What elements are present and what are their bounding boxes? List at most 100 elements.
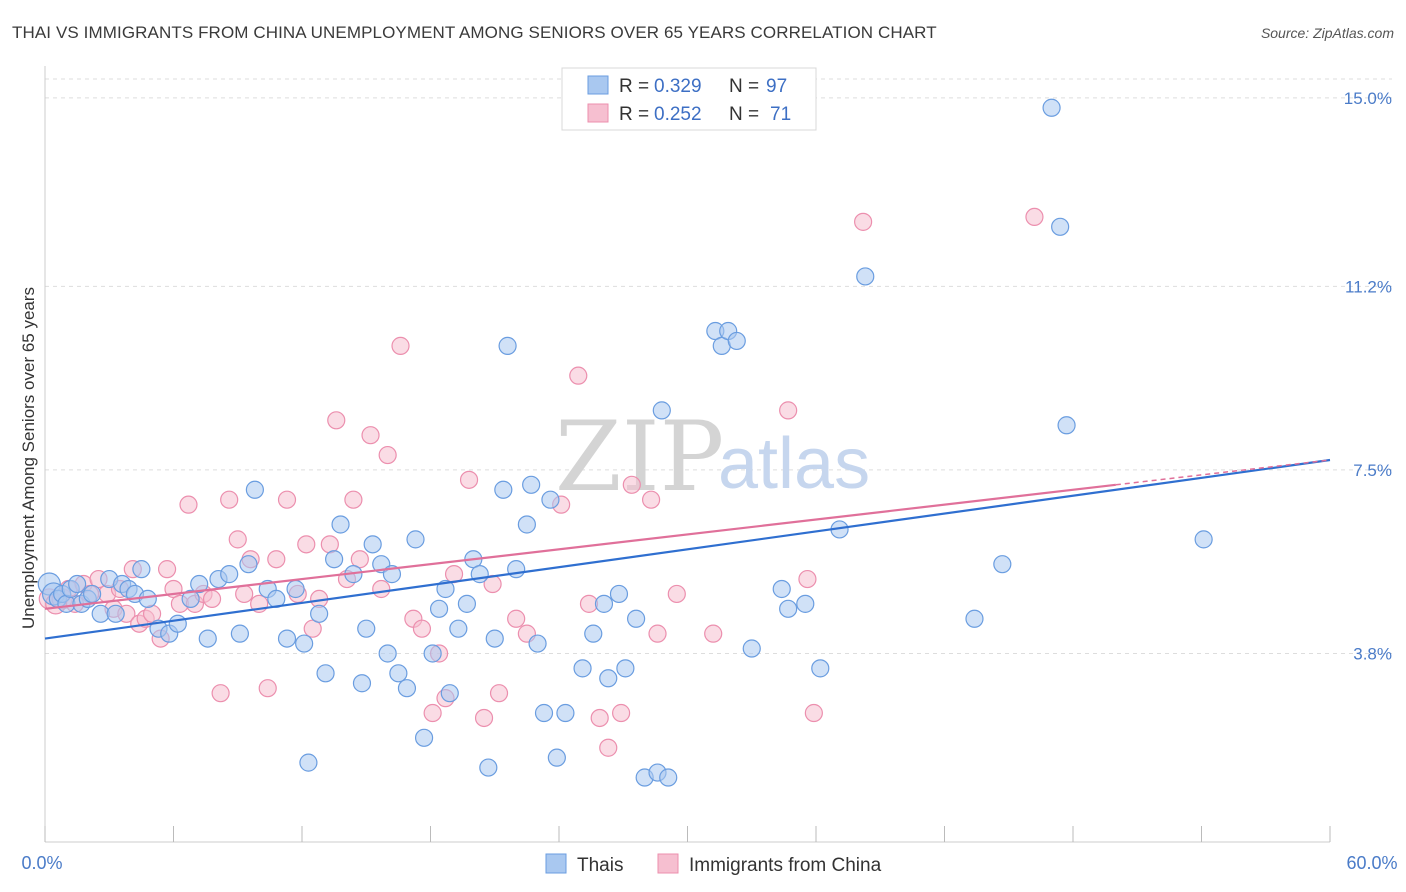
thais-point bbox=[429, 599, 449, 618]
china-point bbox=[641, 490, 661, 509]
legend-swatch-china bbox=[587, 103, 609, 123]
thais-points bbox=[37, 98, 1213, 787]
legend-box: R = 0.329 N = 97 R = 0.252 N = 71 bbox=[561, 67, 817, 131]
thais-point bbox=[168, 614, 187, 633]
axes bbox=[44, 66, 1331, 843]
y-axis-label: Unemployment Among Seniors over 65 years bbox=[19, 287, 38, 629]
legend-r-label-china: R = bbox=[619, 104, 649, 125]
thais-point bbox=[389, 664, 408, 683]
china-point bbox=[798, 569, 817, 589]
china-point bbox=[235, 584, 254, 604]
bottom-legend-swatch-china bbox=[657, 853, 679, 874]
thais-point bbox=[856, 267, 875, 286]
thais-point bbox=[1051, 217, 1070, 236]
china-point bbox=[474, 708, 494, 728]
thais-point bbox=[277, 629, 297, 648]
china-point bbox=[344, 490, 363, 509]
legend-n-value-thais: 97 bbox=[766, 76, 787, 97]
thais-point bbox=[423, 644, 442, 663]
china-point bbox=[622, 475, 641, 494]
thais-point bbox=[106, 604, 125, 623]
legend-r-value-china: 0.252 bbox=[654, 104, 702, 125]
bottom-legend-swatch-thais bbox=[545, 853, 567, 874]
thais-point bbox=[528, 634, 547, 653]
china-point bbox=[569, 366, 588, 385]
bottom-legend-china: Immigrants from China bbox=[689, 855, 882, 876]
thais-point bbox=[573, 659, 592, 678]
china-point bbox=[704, 624, 723, 643]
thais-point bbox=[132, 560, 151, 579]
china-point bbox=[648, 624, 667, 643]
thais-point bbox=[534, 703, 554, 723]
thais-point bbox=[485, 629, 504, 648]
thais-point bbox=[796, 594, 815, 613]
thais-point bbox=[198, 629, 217, 648]
china-point bbox=[202, 589, 222, 609]
china-point bbox=[459, 470, 479, 489]
thais-point bbox=[517, 515, 536, 534]
china-point bbox=[612, 703, 631, 723]
thais-point bbox=[406, 530, 425, 549]
thais-point bbox=[299, 753, 318, 772]
thais-point bbox=[772, 579, 791, 599]
thais-point bbox=[181, 589, 200, 609]
china-point bbox=[507, 609, 526, 628]
thais-point bbox=[414, 728, 434, 747]
thais-point bbox=[397, 679, 417, 698]
trend-lines bbox=[44, 458, 1331, 640]
legend-n-label-thais: N = bbox=[729, 76, 759, 97]
thais-point bbox=[616, 659, 635, 678]
source-credit: Source: ZipAtlas.com bbox=[1260, 25, 1394, 41]
china-point bbox=[854, 212, 873, 231]
china-point bbox=[179, 495, 198, 514]
thais-point bbox=[547, 748, 566, 767]
watermark-zip: ZIP bbox=[555, 401, 724, 513]
thais-point bbox=[239, 555, 258, 574]
thais-point bbox=[363, 535, 382, 554]
thais-point bbox=[436, 579, 455, 599]
thais-point bbox=[584, 624, 603, 643]
thais-point bbox=[993, 555, 1012, 574]
thais-point bbox=[652, 401, 671, 420]
china-point bbox=[779, 401, 798, 420]
thais-point bbox=[357, 619, 376, 638]
thais-point bbox=[331, 515, 350, 534]
china-point bbox=[157, 560, 177, 579]
chart-title: THAI VS IMMIGRANTS FROM CHINA UNEMPLOYME… bbox=[12, 23, 937, 42]
thais-point bbox=[68, 574, 87, 594]
legend-n-value-china: 71 bbox=[770, 104, 791, 125]
china-point bbox=[327, 411, 346, 430]
china-point bbox=[391, 336, 410, 355]
china-point bbox=[297, 535, 316, 554]
legend-n-label-china: N = bbox=[729, 104, 759, 125]
china-point bbox=[211, 684, 230, 703]
china-point bbox=[361, 426, 380, 445]
y-tick-label: 3.8% bbox=[1353, 644, 1392, 663]
china-point bbox=[489, 684, 509, 703]
thais-point bbox=[541, 490, 560, 509]
y-tick-label: 7.5% bbox=[1353, 461, 1392, 480]
legend-swatch-thais bbox=[587, 75, 609, 95]
china-point bbox=[1025, 207, 1044, 227]
china-point bbox=[378, 445, 397, 465]
thais-point bbox=[325, 550, 344, 569]
china-point bbox=[228, 530, 247, 549]
thais-point bbox=[811, 659, 830, 678]
thais-point bbox=[295, 634, 314, 653]
bottom-legend: Thais Immigrants from China bbox=[545, 853, 882, 876]
thais-point bbox=[352, 674, 372, 693]
thais-point bbox=[449, 619, 468, 638]
thais-point bbox=[316, 664, 335, 683]
thais-point bbox=[779, 599, 798, 618]
china-point bbox=[372, 579, 391, 599]
china-point bbox=[412, 619, 432, 638]
thais-point bbox=[1194, 530, 1213, 549]
thais-point bbox=[609, 584, 629, 604]
china-point bbox=[599, 738, 618, 757]
china-point bbox=[667, 584, 686, 604]
china-point bbox=[277, 490, 297, 509]
thais-point bbox=[138, 589, 157, 609]
thais-point bbox=[659, 768, 678, 787]
y-tick-label: 15.0% bbox=[1344, 89, 1392, 108]
